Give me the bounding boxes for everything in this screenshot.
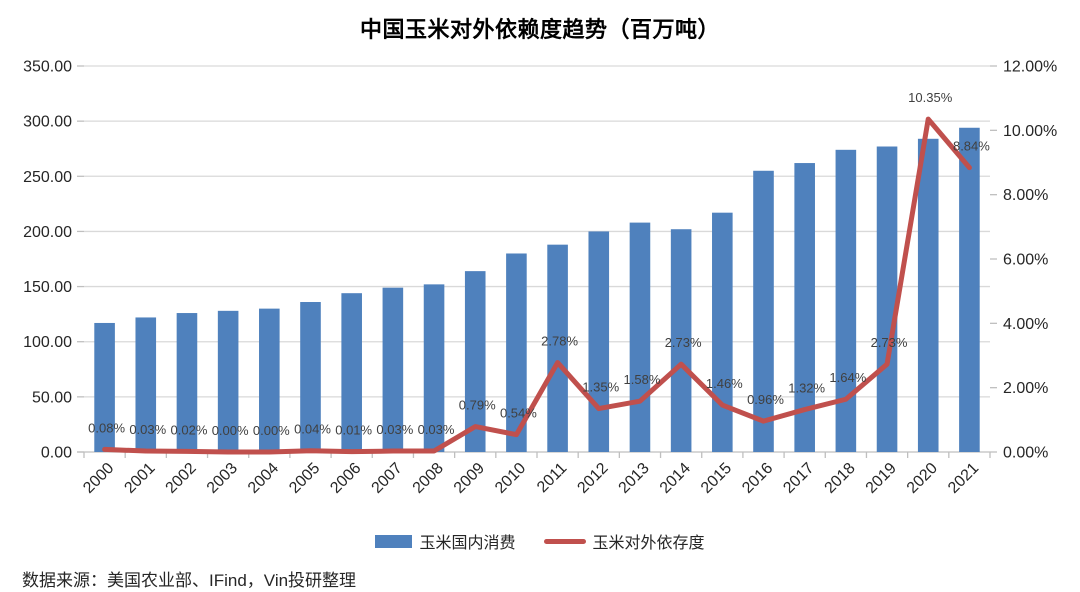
left-axis-tick-label: 0.00 — [41, 445, 72, 462]
data-label-2014: 2.73% — [665, 335, 702, 350]
x-axis-label-2007: 2007 — [369, 460, 406, 497]
bar-2014 — [670, 229, 692, 452]
data-label-2006: 0.01% — [335, 423, 372, 438]
x-axis-label-2020: 2020 — [904, 460, 941, 497]
data-label-2021: 8.84% — [953, 139, 990, 154]
left-axis-tick-label: 300.00 — [23, 114, 72, 131]
bar-2010 — [506, 253, 527, 452]
x-axis-label-2015: 2015 — [698, 460, 735, 497]
bar-2001 — [135, 317, 157, 452]
left-axis-tick-label: 350.00 — [23, 59, 72, 76]
bar-2020 — [917, 138, 939, 452]
data-label-2018: 1.64% — [829, 370, 866, 385]
bar-2018 — [835, 149, 857, 452]
data-label-2003: 0.00% — [212, 423, 249, 438]
x-axis-label-2004: 2004 — [245, 460, 282, 497]
right-axis-tick-label: 8.00% — [1003, 187, 1048, 204]
x-axis-label-2005: 2005 — [286, 460, 323, 497]
data-label-2017: 1.32% — [788, 381, 825, 396]
left-axis-tick-label: 200.00 — [23, 224, 72, 241]
data-label-2009: 0.79% — [459, 398, 496, 413]
chart-legend: 玉米国内消费 玉米对外依存度 — [0, 529, 1080, 553]
x-axis-label-2008: 2008 — [410, 460, 447, 497]
x-axis-label-2019: 2019 — [863, 460, 900, 497]
bar-2004 — [259, 308, 280, 452]
x-axis-label-2021: 2021 — [945, 460, 982, 497]
data-label-2008: 0.03% — [418, 422, 455, 437]
left-axis-tick-label: 250.00 — [23, 169, 72, 186]
x-axis-label-2002: 2002 — [163, 460, 200, 497]
x-axis-label-2010: 2010 — [492, 460, 529, 497]
bar-2008 — [423, 284, 445, 452]
bar-2017 — [794, 163, 815, 452]
x-axis-label-2013: 2013 — [616, 460, 653, 497]
right-axis-tick-label: 0.00% — [1003, 445, 1048, 462]
line-series-swatch-icon — [543, 538, 586, 544]
bar-2006 — [341, 293, 362, 452]
data-label-2019: 2.73% — [871, 335, 908, 350]
x-axis-label-2009: 2009 — [451, 460, 488, 497]
bar-2005 — [300, 302, 321, 452]
right-axis-tick-label: 2.00% — [1003, 380, 1048, 397]
data-label-2020: 10.35% — [908, 90, 953, 105]
bar-2012 — [588, 231, 610, 452]
bar-2000 — [94, 322, 115, 452]
x-axis-label-2011: 2011 — [534, 460, 570, 496]
x-axis-label-2003: 2003 — [204, 460, 241, 497]
data-label-2011: 2.78% — [541, 334, 578, 349]
bar-2003 — [217, 310, 239, 452]
x-axis-label-2017: 2017 — [780, 460, 817, 497]
x-axis-label-2016: 2016 — [739, 460, 776, 497]
bar-2019 — [876, 146, 898, 452]
data-label-2013: 1.58% — [624, 372, 661, 387]
data-label-2010: 0.54% — [500, 406, 537, 421]
corn-dependency-combo-chart: 0.00 50.00 100.00 150.00 200.00 250.00 300.00 3… — [23, 59, 1057, 497]
chart-title: 中国玉米对外依赖度趋势（百万吨） — [359, 17, 720, 42]
bar-2002 — [176, 313, 198, 452]
right-axis-tick-label: 12.00% — [1003, 59, 1057, 76]
data-label-2007: 0.03% — [376, 422, 413, 437]
x-axis-label-2000: 2000 — [80, 460, 117, 497]
bar-2009 — [464, 271, 486, 452]
data-label-2000: 0.08% — [88, 420, 125, 435]
x-axis-label-2001: 2001 — [121, 460, 158, 497]
left-axis-tick-label: 100.00 — [23, 334, 72, 351]
x-axis-label-2018: 2018 — [822, 460, 859, 497]
bar-2011 — [547, 244, 568, 452]
data-label-2002: 0.02% — [171, 422, 208, 437]
left-axis-tick-label: 50.00 — [32, 389, 72, 406]
bar-2016 — [753, 170, 774, 452]
data-label-2005: 0.04% — [294, 422, 331, 437]
data-label-2015: 1.46% — [706, 376, 743, 391]
right-axis-tick-label: 6.00% — [1003, 252, 1048, 269]
legend-label: 玉米国内消费 — [419, 535, 516, 552]
data-source-note: 数据来源：美国农业部、IFind，Vin投研整理 — [22, 571, 357, 590]
x-axis-label-2012: 2012 — [574, 460, 611, 497]
bar-2013 — [629, 222, 651, 452]
legend-label: 玉米对外依存度 — [592, 535, 705, 552]
x-axis-label-2006: 2006 — [327, 460, 364, 497]
legend-item-domestic-consumption: 玉米国内消费 — [375, 529, 516, 553]
x-axis-label-2014: 2014 — [657, 460, 694, 497]
data-label-2004: 0.00% — [253, 423, 290, 438]
legend-item-import-dependency: 玉米对外依存度 — [543, 529, 705, 553]
bar-2007 — [382, 287, 404, 452]
bar-2021 — [959, 127, 980, 452]
bar-series-swatch-icon — [375, 534, 413, 548]
dependency-line — [102, 116, 972, 455]
data-label-2001: 0.03% — [129, 422, 166, 437]
bar-2015 — [712, 212, 733, 452]
data-label-2016: 0.96% — [747, 392, 784, 407]
data-label-2012: 1.35% — [582, 380, 619, 395]
right-axis-tick-label: 4.00% — [1003, 316, 1048, 333]
left-axis-tick-label: 150.00 — [23, 279, 72, 296]
right-axis-tick-label: 10.00% — [1003, 123, 1057, 140]
